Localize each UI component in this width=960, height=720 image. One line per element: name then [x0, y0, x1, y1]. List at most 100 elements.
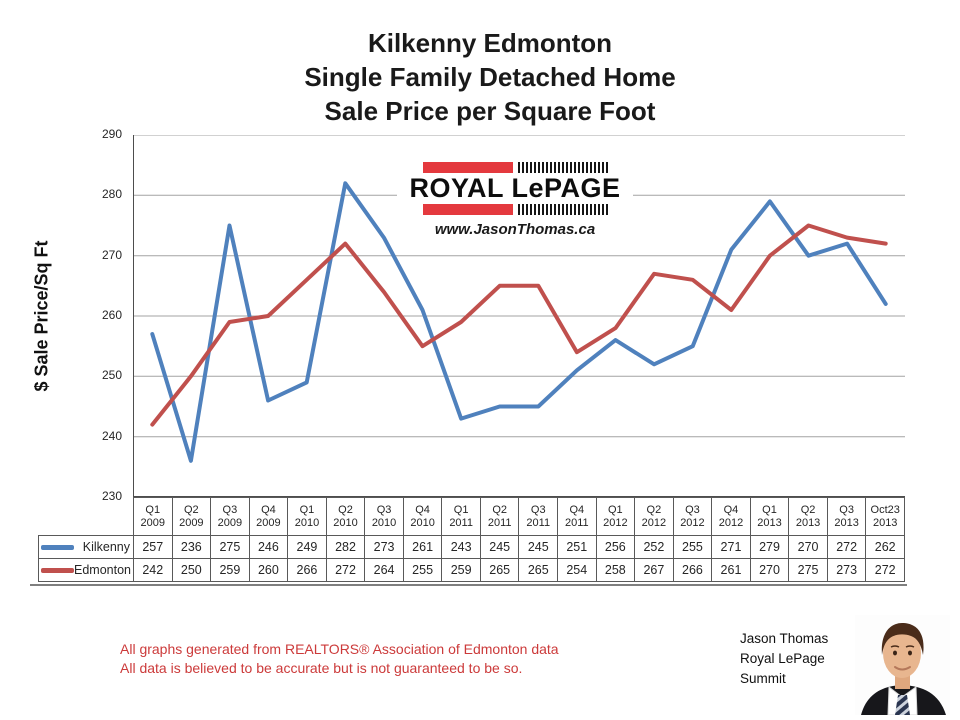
x-axis-label: Q2 2009	[171, 497, 212, 536]
logo-top-row	[422, 162, 608, 173]
agent-photo	[855, 615, 950, 715]
table-value-cell: 272	[325, 558, 366, 582]
y-tick-label: 230	[101, 489, 122, 503]
table-value-cell: 254	[557, 558, 597, 582]
table-value-cell: 259	[210, 558, 250, 582]
table-value-cell: 257	[133, 535, 173, 559]
logo-brand-text: ROYAL LePAGE	[409, 173, 621, 203]
table-value-cell: 267	[634, 558, 674, 582]
x-axis-label: Q2 2011	[479, 497, 520, 536]
x-axis-label: Q1 2011	[441, 497, 481, 536]
table-value-cell: 265	[479, 558, 520, 582]
x-axis-label: Q3 2012	[672, 497, 713, 536]
x-axis-label: Q4 2009	[248, 497, 289, 536]
table-value-cell: 270	[788, 535, 828, 559]
table-value-cell: 275	[788, 558, 828, 582]
title-line-3: Sale Price per Square Foot	[324, 96, 656, 126]
chart-data-table: Q1 2009 Q2 2009 Q3 2009 Q4 2009 Q1 2010 Q2 2010 Q3 20…	[38, 497, 905, 582]
y-tick-label: 280	[101, 187, 122, 201]
table-value-cell: 270	[749, 558, 790, 582]
table-value-cell: 264	[364, 558, 404, 582]
plot-area	[133, 135, 905, 497]
logo-stripes-icon	[517, 204, 608, 215]
agent-company: Royal LePage	[740, 651, 825, 666]
table-value-cell: 282	[325, 535, 366, 559]
table-value-cell: 251	[557, 535, 597, 559]
table-value-cell: 265	[518, 558, 559, 582]
logo-website: www.JasonThomas.ca	[434, 221, 596, 238]
table-bottom-rule	[30, 584, 907, 586]
table-row: Edmonton 242 250 259 260 266 272 264 255 259 265 26…	[38, 558, 905, 582]
x-axis-label: Q3 2011	[518, 497, 559, 536]
table-value-cell: 261	[711, 558, 751, 582]
royal-lepage-logo: ROYAL LePAGE www.JasonThomas.ca	[397, 147, 633, 252]
table-value-cell: 266	[672, 558, 713, 582]
x-axis-label: Q1 2009	[133, 497, 173, 536]
table-value-cell: 272	[826, 535, 867, 559]
table-value-cell: 246	[248, 535, 289, 559]
title-line-2: Single Family Detached Home	[304, 62, 676, 92]
x-axis-label: Q1 2010	[287, 497, 327, 536]
kilkenny-line	[150, 181, 888, 463]
y-tick-label: 250	[101, 368, 122, 382]
x-axis-label: Q1 2013	[749, 497, 790, 536]
table-value-cell: 273	[826, 558, 867, 582]
agent-name: Jason Thomas	[740, 631, 829, 646]
table-value-cell: 261	[402, 535, 443, 559]
x-axis-label: Q2 2012	[634, 497, 674, 536]
table-value-cell: 262	[865, 535, 905, 559]
table-value-cell: 258	[595, 558, 636, 582]
title-line-1: Kilkenny Edmonton	[367, 28, 613, 58]
y-tick-label: 270	[101, 248, 122, 262]
logo-red-bar-icon	[422, 204, 513, 215]
x-axis-label: Q4 2011	[557, 497, 597, 536]
y-axis-title: $ Sale Price/Sq Ft	[31, 240, 52, 392]
edmonton-line	[150, 223, 888, 427]
table-value-cell: 266	[287, 558, 327, 582]
agent-office: Summit	[740, 671, 786, 686]
x-axis-label: Oct23 2013	[865, 497, 905, 536]
table-value-cell: 250	[171, 558, 212, 582]
x-axis-label: Q4 2010	[402, 497, 443, 536]
table-value-cell: 271	[711, 535, 751, 559]
x-axis-label: Q1 2012	[595, 497, 636, 536]
disclaimer-line-1: All graphs generated from REALTORS® Asso…	[120, 641, 559, 657]
y-tick-label: 290	[101, 127, 122, 141]
table-value-cell: 242	[133, 558, 173, 582]
chart-title: Kilkenny Edmonton Single Family Detached…	[20, 26, 960, 128]
disclaimer: All graphs generated from REALTORS® Asso…	[120, 640, 559, 678]
y-tick-label: 240	[101, 429, 122, 443]
table-value-cell: 255	[402, 558, 443, 582]
table-value-cell: 243	[441, 535, 481, 559]
table-value-cell: 245	[479, 535, 520, 559]
table-value-cell: 252	[634, 535, 674, 559]
x-axis-label: Q2 2013	[788, 497, 828, 536]
table-corner	[39, 498, 134, 536]
legend-line-swatch	[41, 567, 74, 573]
table-value-cell: 256	[595, 535, 636, 559]
data-table: Q1 2009 Q2 2009 Q3 2009 Q4 2009 Q1 2010 Q2 2010 Q3 20…	[38, 497, 905, 582]
table-value-cell: 272	[865, 558, 905, 582]
table-value-cell: 245	[518, 535, 559, 559]
logo-red-bar-icon	[422, 162, 513, 173]
legend-label: Kilkenny	[82, 540, 130, 554]
table-value-cell: 249	[287, 535, 327, 559]
table-value-cell: 255	[672, 535, 713, 559]
legend-label: Edmonton	[74, 563, 131, 577]
disclaimer-line-2: All data is believed to be accurate but …	[120, 660, 523, 676]
table-value-cell: 279	[749, 535, 790, 559]
table-value-cell: 260	[248, 558, 289, 582]
x-axis-label: Q3 2010	[364, 497, 404, 536]
x-axis-label: Q3 2009	[210, 497, 250, 536]
table-value-cell: 275	[210, 535, 250, 559]
x-axis-label: Q2 2010	[325, 497, 366, 536]
logo-bottom-row	[422, 204, 608, 215]
y-tick-label: 260	[101, 308, 122, 322]
legend-cell: Edmonton	[38, 558, 134, 582]
legend-line-swatch	[41, 544, 74, 550]
y-axis-tick-labels: 290 280 270 260 250 240 230	[86, 127, 126, 503]
x-axis-label: Q4 2012	[711, 497, 751, 536]
x-axis-label: Q3 2013	[826, 497, 867, 536]
table-value-cell: 273	[364, 535, 404, 559]
